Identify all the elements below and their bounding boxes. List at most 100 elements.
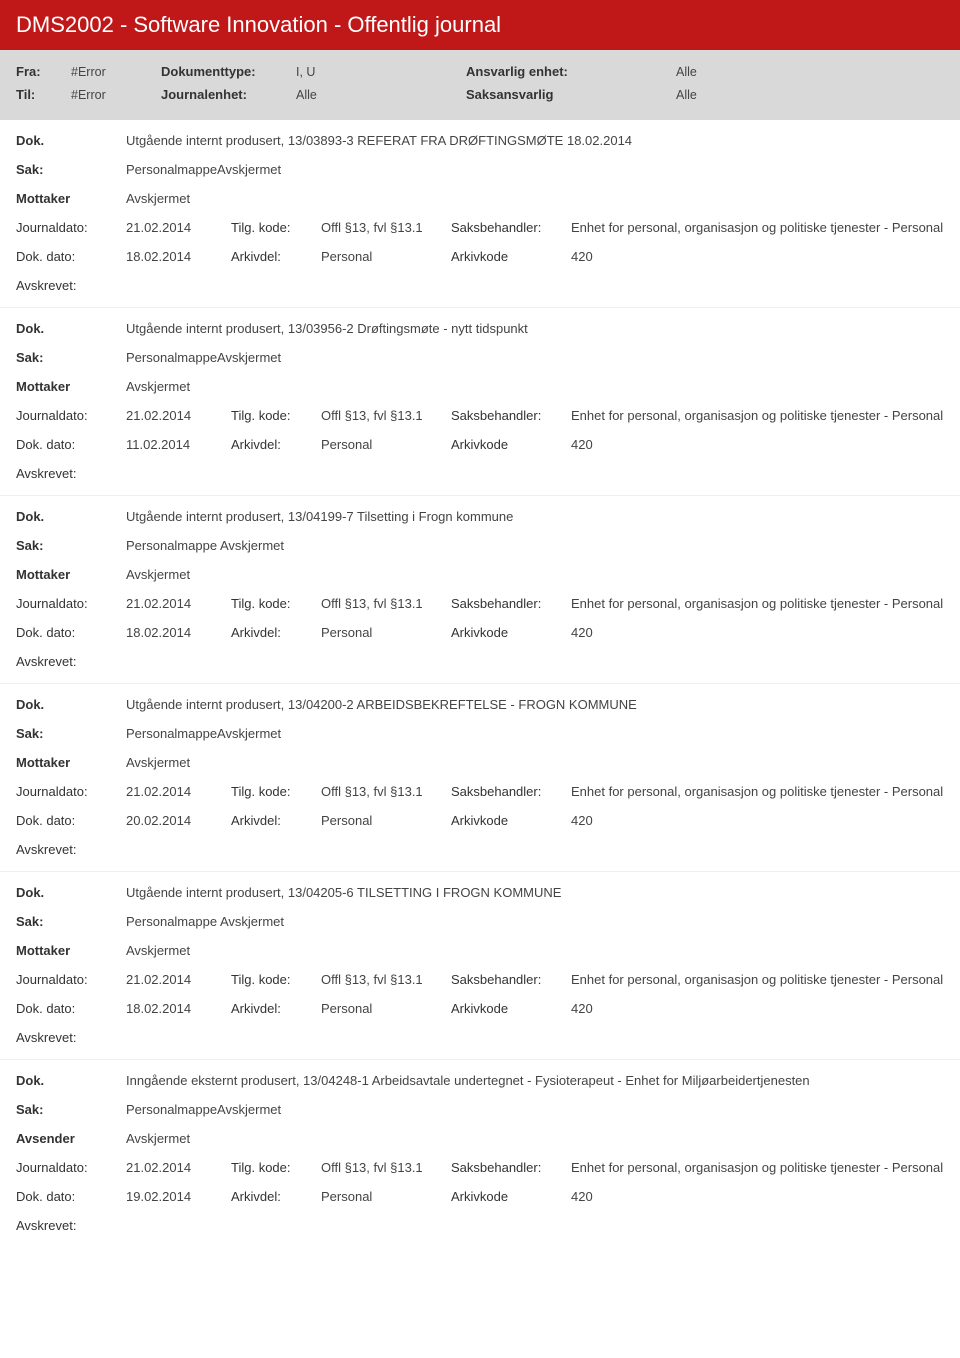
meta-row-2: Dok. dato: 19.02.2014 Arkivdel: Personal…	[0, 1182, 960, 1211]
filter-row-2: Til: #Error Journalenhet: Alle Saksansva…	[16, 83, 944, 106]
filter-row-1: Fra: #Error Dokumenttype: I, U Ansvarlig…	[16, 60, 944, 83]
avskrevet-label: Avskrevet:	[0, 835, 960, 871]
saksbehandler-label: Saksbehandler:	[451, 784, 571, 799]
dok-value: Utgående internt produsert, 13/03956-2 D…	[126, 321, 528, 336]
journaldato-label: Journaldato:	[16, 220, 126, 235]
arkivkode-label: Arkivkode	[451, 625, 571, 640]
ansvarlig-value: Alle	[676, 65, 697, 79]
party-value: Avskjermet	[126, 567, 190, 582]
saksansvarlig-value: Alle	[676, 88, 697, 102]
dokdato-label: Dok. dato:	[16, 1001, 126, 1016]
dokdato-value: 18.02.2014	[126, 625, 231, 640]
party-row: Mottaker Avskjermet	[0, 936, 960, 965]
saksbehandler-value: Enhet for personal, organisasjon og poli…	[571, 408, 944, 423]
sak-value: PersonalmappeAvskjermet	[126, 726, 281, 741]
meta-row-1: Journaldato: 21.02.2014 Tilg. kode: Offl…	[0, 777, 960, 806]
journaldato-value: 21.02.2014	[126, 972, 231, 987]
arkivkode-label: Arkivkode	[451, 813, 571, 828]
journalenhet-value: Alle	[296, 88, 466, 102]
dokdato-label: Dok. dato:	[16, 1189, 126, 1204]
tilgkode-value: Offl §13, fvl §13.1	[321, 784, 451, 799]
arkivkode-value: 420	[571, 813, 944, 828]
til-value: #Error	[71, 88, 161, 102]
sak-row: Sak: Personalmappe Avskjermet	[0, 907, 960, 936]
meta-row-2: Dok. dato: 11.02.2014 Arkivdel: Personal…	[0, 430, 960, 459]
sak-row: Sak: Personalmappe Avskjermet	[0, 531, 960, 560]
meta-row-2: Dok. dato: 18.02.2014 Arkivdel: Personal…	[0, 242, 960, 271]
fra-value: #Error	[71, 65, 161, 79]
journaldato-value: 21.02.2014	[126, 1160, 231, 1175]
arkivdel-value: Personal	[321, 1189, 451, 1204]
entries-list: Dok. Utgående internt produsert, 13/0389…	[0, 120, 960, 1247]
dok-value: Utgående internt produsert, 13/04199-7 T…	[126, 509, 513, 524]
arkivdel-value: Personal	[321, 1001, 451, 1016]
dok-row: Dok. Utgående internt produsert, 13/0420…	[0, 878, 960, 907]
dokdato-label: Dok. dato:	[16, 437, 126, 452]
journaldato-label: Journaldato:	[16, 1160, 126, 1175]
dokdato-value: 19.02.2014	[126, 1189, 231, 1204]
saksbehandler-label: Saksbehandler:	[451, 596, 571, 611]
journalenhet-label: Journalenhet:	[161, 87, 296, 102]
journal-entry: Dok. Utgående internt produsert, 13/0420…	[0, 683, 960, 871]
dokdato-value: 11.02.2014	[126, 437, 231, 452]
party-row: Mottaker Avskjermet	[0, 560, 960, 589]
dok-value: Inngående eksternt produsert, 13/04248-1…	[126, 1073, 810, 1088]
meta-row-2: Dok. dato: 18.02.2014 Arkivdel: Personal…	[0, 994, 960, 1023]
avskrevet-label: Avskrevet:	[0, 647, 960, 683]
arkivdel-value: Personal	[321, 813, 451, 828]
sak-value: Personalmappe Avskjermet	[126, 914, 284, 929]
meta-row-2: Dok. dato: 20.02.2014 Arkivdel: Personal…	[0, 806, 960, 835]
doktype-label: Dokumenttype:	[161, 64, 296, 79]
sak-value: Personalmappe Avskjermet	[126, 538, 284, 553]
dokdato-value: 18.02.2014	[126, 249, 231, 264]
tilgkode-label: Tilg. kode:	[231, 220, 321, 235]
tilgkode-value: Offl §13, fvl §13.1	[321, 408, 451, 423]
tilgkode-label: Tilg. kode:	[231, 596, 321, 611]
sak-value: PersonalmappeAvskjermet	[126, 1102, 281, 1117]
meta-row-1: Journaldato: 21.02.2014 Tilg. kode: Offl…	[0, 965, 960, 994]
avskrevet-label: Avskrevet:	[0, 459, 960, 495]
meta-row-1: Journaldato: 21.02.2014 Tilg. kode: Offl…	[0, 401, 960, 430]
saksbehandler-label: Saksbehandler:	[451, 1160, 571, 1175]
dok-row: Dok. Utgående internt produsert, 13/0420…	[0, 690, 960, 719]
sak-label: Sak:	[16, 914, 126, 929]
page-title: DMS2002 - Software Innovation - Offentli…	[0, 0, 960, 50]
party-label: Mottaker	[16, 191, 126, 206]
tilgkode-value: Offl §13, fvl §13.1	[321, 220, 451, 235]
arkivkode-label: Arkivkode	[451, 437, 571, 452]
party-value: Avskjermet	[126, 943, 190, 958]
party-label: Mottaker	[16, 379, 126, 394]
arkivkode-value: 420	[571, 1189, 944, 1204]
dok-value: Utgående internt produsert, 13/04200-2 A…	[126, 697, 637, 712]
dok-label: Dok.	[16, 1073, 126, 1088]
saksansvarlig-label: Saksansvarlig	[466, 87, 676, 102]
doktype-value: I, U	[296, 65, 466, 79]
party-label: Mottaker	[16, 943, 126, 958]
arkivdel-label: Arkivdel:	[231, 437, 321, 452]
dok-value: Utgående internt produsert, 13/04205-6 T…	[126, 885, 561, 900]
party-row: Mottaker Avskjermet	[0, 184, 960, 213]
tilgkode-value: Offl §13, fvl §13.1	[321, 1160, 451, 1175]
journaldato-value: 21.02.2014	[126, 408, 231, 423]
journaldato-label: Journaldato:	[16, 784, 126, 799]
saksbehandler-label: Saksbehandler:	[451, 220, 571, 235]
arkivkode-value: 420	[571, 249, 944, 264]
journaldato-label: Journaldato:	[16, 972, 126, 987]
saksbehandler-label: Saksbehandler:	[451, 408, 571, 423]
saksbehandler-value: Enhet for personal, organisasjon og poli…	[571, 220, 944, 235]
sak-row: Sak: PersonalmappeAvskjermet	[0, 155, 960, 184]
arkivdel-value: Personal	[321, 625, 451, 640]
arkivdel-label: Arkivdel:	[231, 813, 321, 828]
avskrevet-label: Avskrevet:	[0, 1211, 960, 1247]
party-label: Mottaker	[16, 755, 126, 770]
arkivdel-label: Arkivdel:	[231, 1189, 321, 1204]
dokdato-value: 18.02.2014	[126, 1001, 231, 1016]
sak-row: Sak: PersonalmappeAvskjermet	[0, 719, 960, 748]
party-value: Avskjermet	[126, 755, 190, 770]
journal-entry: Dok. Utgående internt produsert, 13/0389…	[0, 120, 960, 307]
arkivkode-value: 420	[571, 1001, 944, 1016]
arkivdel-value: Personal	[321, 437, 451, 452]
saksbehandler-value: Enhet for personal, organisasjon og poli…	[571, 972, 944, 987]
tilgkode-value: Offl §13, fvl §13.1	[321, 596, 451, 611]
party-value: Avskjermet	[126, 191, 190, 206]
